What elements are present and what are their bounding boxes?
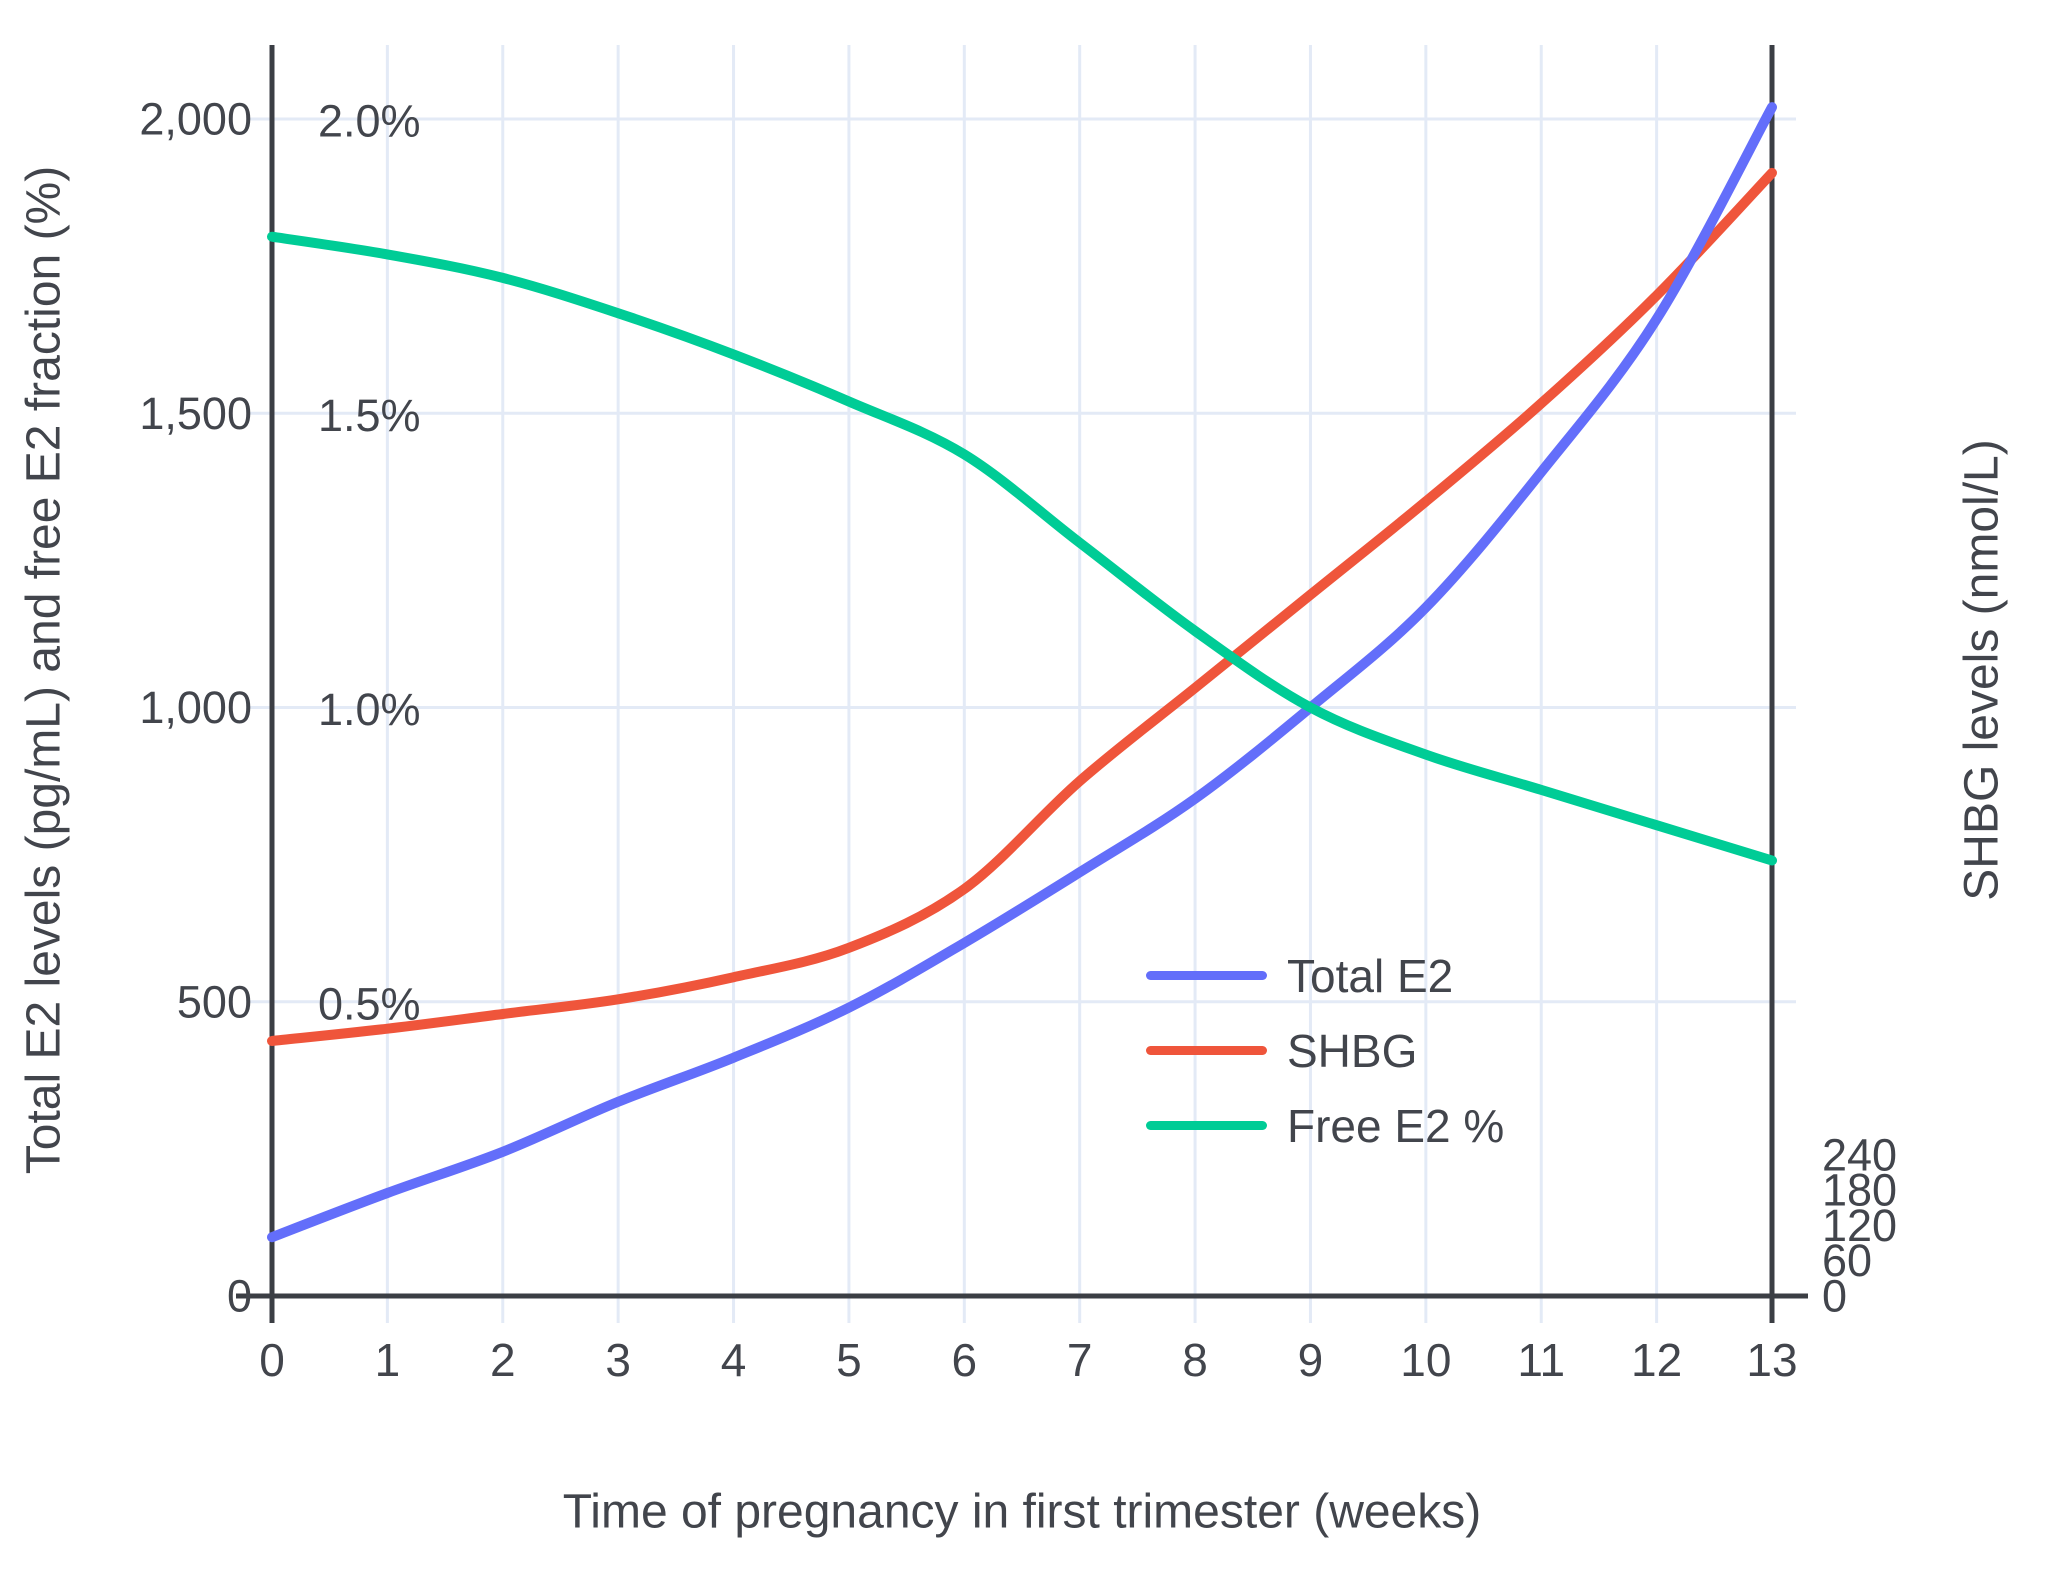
y-right-tick-label: 0 bbox=[1822, 1271, 1847, 1322]
x-tick-label: 5 bbox=[836, 1334, 862, 1386]
x-tick-label: 6 bbox=[952, 1334, 978, 1386]
legend-item-shbg: SHBG bbox=[1146, 1013, 1504, 1088]
x-tick-label: 10 bbox=[1400, 1334, 1451, 1386]
x-tick-label: 1 bbox=[375, 1334, 401, 1386]
legend-label-total-e2: Total E2 bbox=[1287, 949, 1454, 1002]
y-right-tick-label: 240 bbox=[1822, 1129, 1897, 1180]
legend-swatch-free-e2 bbox=[1146, 1121, 1267, 1130]
free-e2-curve bbox=[267, 231, 1777, 866]
x-tick-label: 13 bbox=[1746, 1334, 1797, 1386]
legend-swatch-shbg bbox=[1146, 1046, 1267, 1055]
y-left-tick-label: 1,000 bbox=[139, 682, 252, 733]
legend-label-free-e2: Free E2 % bbox=[1287, 1099, 1505, 1152]
y-left-tick-label: 2,000 bbox=[139, 94, 252, 145]
y-percent-tick-label: 1.5% bbox=[318, 390, 421, 441]
legend: Total E2 SHBG Free E2 % bbox=[1146, 938, 1504, 1163]
y-right-tick-label: 60 bbox=[1822, 1235, 1872, 1286]
x-tick-label: 0 bbox=[259, 1334, 285, 1386]
x-tick-label: 4 bbox=[721, 1334, 747, 1386]
y-percent-tick-label: 1.0% bbox=[318, 684, 421, 735]
left-axis-title: Total E2 levels (pg/mL) and free E2 frac… bbox=[17, 165, 71, 1175]
x-axis-title: Time of pregnancy in first trimester (we… bbox=[562, 1485, 1482, 1539]
x-tick-label: 12 bbox=[1631, 1334, 1682, 1386]
x-tick-label: 7 bbox=[1067, 1334, 1093, 1386]
y-left-tick-label: 500 bbox=[177, 976, 252, 1027]
y-right-tick-label: 180 bbox=[1822, 1165, 1897, 1216]
legend-swatch-total-e2 bbox=[1146, 971, 1267, 980]
y-left-tick-label: 0 bbox=[227, 1271, 252, 1322]
x-tick-label: 2 bbox=[490, 1334, 516, 1386]
x-tick-label: 11 bbox=[1517, 1334, 1565, 1386]
legend-item-total-e2: Total E2 bbox=[1146, 938, 1504, 1013]
y-percent-tick-label: 0.5% bbox=[318, 978, 421, 1029]
legend-item-free-e2: Free E2 % bbox=[1146, 1088, 1504, 1163]
shbg-curve bbox=[267, 167, 1777, 1046]
x-tick-label: 3 bbox=[605, 1334, 631, 1386]
total-e2-curve bbox=[267, 102, 1777, 1243]
y-left-tick-label: 1,500 bbox=[139, 388, 252, 439]
right-axis-title: SHBG levels (nmol/L) bbox=[1955, 439, 2009, 901]
x-tick-label: 8 bbox=[1182, 1334, 1208, 1386]
x-tick-label: 9 bbox=[1298, 1334, 1324, 1386]
legend-label-shbg: SHBG bbox=[1287, 1024, 1418, 1077]
y-percent-tick-label: 2.0% bbox=[318, 96, 421, 147]
y-right-tick-label: 120 bbox=[1822, 1200, 1897, 1251]
